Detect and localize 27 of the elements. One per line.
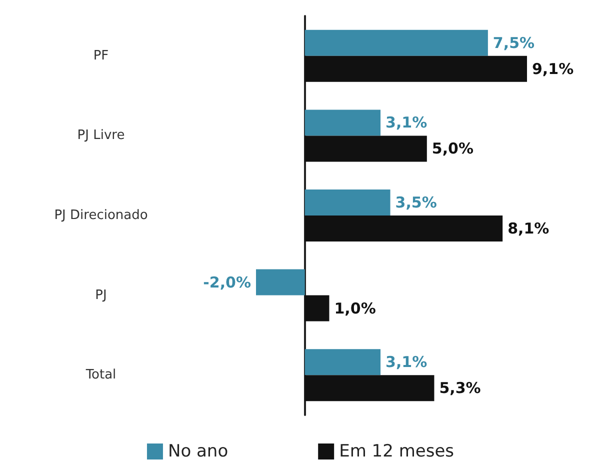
bar — [304, 295, 330, 322]
bar — [304, 110, 381, 136]
y-tick-label: PJ Direcionado — [54, 208, 148, 223]
data-label: 3,5% — [395, 194, 437, 212]
data-label: 5,0% — [432, 140, 474, 158]
bar — [256, 269, 305, 296]
bar — [304, 30, 488, 56]
bar — [304, 349, 381, 376]
bar — [304, 190, 390, 216]
bar — [304, 56, 527, 82]
y-tick-label: PJ — [95, 288, 107, 303]
bar — [304, 375, 434, 402]
bar — [304, 136, 427, 162]
data-label: 1,0% — [334, 299, 376, 318]
y-tick-label: PF — [93, 48, 109, 64]
data-label: 9,1% — [532, 60, 574, 78]
bar — [304, 216, 503, 242]
y-tick-label: PJ Livre — [77, 128, 125, 144]
legend-label: Em 12 meses — [339, 442, 454, 462]
data-label: 3,1% — [386, 114, 428, 132]
legend-label: No ano — [168, 442, 228, 462]
data-label: -2,0% — [203, 273, 251, 292]
data-label: 8,1% — [508, 220, 550, 238]
y-tick-label: Total — [84, 368, 116, 383]
data-label: 5,3% — [439, 379, 481, 398]
data-label: 7,5% — [492, 34, 535, 52]
data-label: 3,1% — [386, 353, 428, 372]
